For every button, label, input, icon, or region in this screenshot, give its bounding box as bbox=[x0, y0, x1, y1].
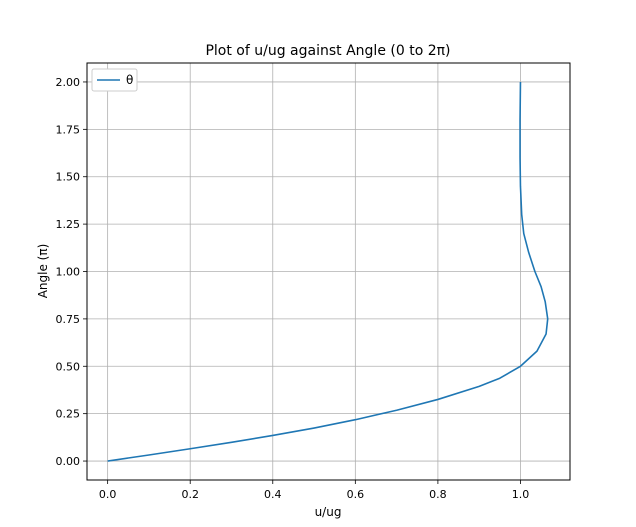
y-tick-label: 1.50 bbox=[56, 171, 81, 184]
y-tick-label: 0.25 bbox=[56, 408, 81, 421]
legend-label: θ bbox=[126, 73, 133, 87]
series-line-theta bbox=[107, 81, 549, 462]
x-tick-label: 0.6 bbox=[347, 488, 365, 501]
x-tick-label: 0.0 bbox=[99, 488, 117, 501]
y-axis-label: Angle (π) bbox=[36, 244, 50, 299]
grid bbox=[87, 63, 570, 480]
x-tick-label: 1.0 bbox=[512, 488, 530, 501]
chart-title: Plot of u/ug against Angle (0 to 2π) bbox=[205, 43, 450, 59]
legend: θ bbox=[91, 68, 138, 92]
x-axis-label: u/ug bbox=[315, 505, 342, 519]
y-tick-label: 1.25 bbox=[56, 218, 81, 231]
y-tick-label: 0.75 bbox=[56, 313, 81, 326]
x-tick-label: 0.4 bbox=[264, 488, 282, 501]
y-tick-label: 1.75 bbox=[56, 123, 81, 136]
ticks: 0.0 0.2 0.4 0.6 0.8 1.0 0.00 0.25 0.50 0.75 1.00 1.… bbox=[56, 76, 530, 501]
x-tick-label: 0.2 bbox=[181, 488, 199, 501]
y-tick-label: 0.50 bbox=[56, 360, 81, 373]
series-layer bbox=[107, 81, 549, 462]
x-tick-label: 0.8 bbox=[429, 488, 447, 501]
y-tick-label: 0.00 bbox=[56, 455, 81, 468]
y-tick-label: 2.00 bbox=[56, 76, 81, 89]
y-tick-label: 1.00 bbox=[56, 266, 81, 279]
